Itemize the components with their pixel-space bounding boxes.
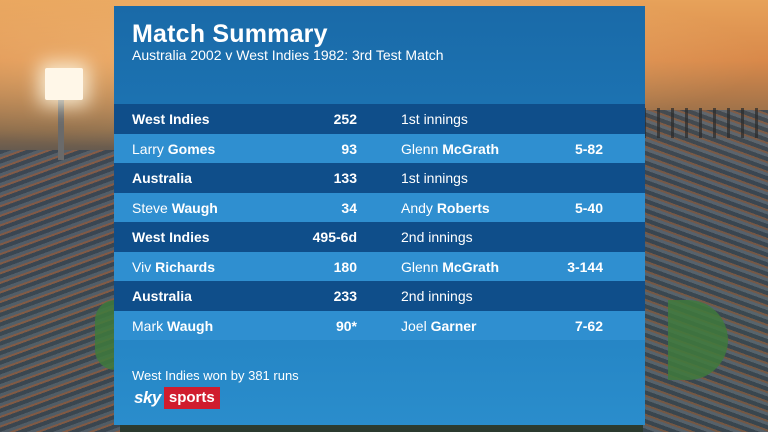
bowling-figures: 3-144 — [567, 258, 603, 275]
innings-label: 1st innings — [401, 170, 468, 186]
top-performers-row: Larry Gomes 93 Glenn McGrath 5-82 — [114, 133, 645, 163]
team-innings-row: West Indies 252 1st innings — [114, 104, 645, 134]
top-performers-row: Viv Richards 180 Glenn McGrath 3-144 — [114, 251, 645, 281]
team-innings-row: Australia 233 2nd innings — [114, 281, 645, 311]
logo-sky-text: sky — [134, 388, 161, 407]
bowler-first-name: Glenn — [401, 258, 439, 275]
bowling-figures: 5-40 — [574, 199, 603, 216]
bowler-first-name: Glenn — [401, 140, 439, 157]
stand-roof — [643, 108, 768, 138]
batsman-runs: 93 — [341, 140, 357, 157]
innings-label: 2nd innings — [401, 229, 473, 245]
bowler-last-name: McGrath — [442, 258, 500, 275]
batsman-name: Steve Waugh — [132, 200, 218, 216]
bowler-last-name: Garner — [430, 317, 477, 334]
batsman-last-name: Gomes — [167, 140, 216, 157]
team-name: West Indies — [132, 111, 210, 127]
batsman-last-name: Waugh — [171, 199, 218, 216]
batsman-runs: 90* — [335, 317, 357, 334]
innings-label: 2nd innings — [401, 288, 473, 304]
logo-sports-text: sports — [163, 387, 220, 409]
team-score: 495-6d — [312, 229, 357, 245]
bowling-figures: 5-82 — [574, 140, 603, 157]
team-name: Australia — [132, 288, 192, 304]
innings-label: 1st innings — [401, 111, 468, 127]
bowler-name: Glenn McGrath — [401, 141, 499, 157]
batsman-runs: 34 — [341, 199, 357, 216]
batsman-name: Viv Richards — [132, 259, 215, 275]
bowler-first-name: Andy — [401, 199, 433, 216]
bowler-last-name: McGrath — [442, 140, 500, 157]
team-score: 133 — [333, 170, 357, 186]
bowler-first-name: Joel — [401, 317, 427, 334]
bowler-name: Glenn McGrath — [401, 259, 499, 275]
team-innings-row: West Indies 495-6d 2nd innings — [114, 222, 645, 252]
match-result: West Indies won by 381 runs — [132, 368, 299, 383]
bowler-name: Andy Roberts — [401, 200, 490, 216]
batsman-first-name: Steve — [132, 199, 168, 216]
left-stand — [0, 150, 120, 432]
batsman-name: Mark Waugh — [132, 318, 213, 334]
sky-sports-logo: sky sports — [132, 387, 220, 409]
bowler-last-name: Roberts — [436, 199, 490, 216]
team-score: 233 — [333, 288, 357, 304]
batsman-last-name: Waugh — [167, 317, 214, 334]
team-name: West Indies — [132, 229, 210, 245]
match-summary-panel: Match Summary Australia 2002 v West Indi… — [114, 6, 645, 425]
batsman-last-name: Richards — [155, 258, 216, 275]
bowling-figures: 7-62 — [574, 317, 603, 334]
team-score: 252 — [333, 111, 357, 127]
bowler-name: Joel Garner — [401, 318, 477, 334]
batsman-name: Larry Gomes — [132, 141, 215, 157]
floodlight-tower — [58, 96, 64, 160]
top-performers-row: Mark Waugh 90* Joel Garner 7-62 — [114, 310, 645, 340]
team-name: Australia — [132, 170, 192, 186]
right-stand — [643, 110, 768, 432]
batsman-first-name: Mark — [132, 317, 164, 334]
panel-title: Match Summary — [132, 20, 328, 48]
batsman-runs: 180 — [333, 258, 357, 275]
batsman-first-name: Larry — [132, 140, 164, 157]
top-performers-row: Steve Waugh 34 Andy Roberts 5-40 — [114, 192, 645, 222]
team-innings-row: Australia 133 1st innings — [114, 163, 645, 193]
scorecard-table: West Indies 252 1st innings Larry Gomes … — [114, 104, 645, 340]
floodlight-icon — [45, 68, 83, 100]
batsman-first-name: Viv — [132, 258, 152, 275]
panel-subtitle: Australia 2002 v West Indies 1982: 3rd T… — [132, 47, 444, 63]
